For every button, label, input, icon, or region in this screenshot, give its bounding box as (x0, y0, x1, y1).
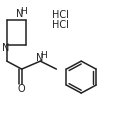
Text: N: N (36, 53, 43, 63)
Text: N: N (1, 43, 9, 53)
Text: H: H (20, 7, 27, 16)
Text: HCl: HCl (52, 10, 69, 20)
Text: HCl: HCl (52, 19, 69, 29)
Text: N: N (16, 9, 23, 19)
Text: H: H (40, 51, 47, 59)
Text: O: O (18, 83, 26, 93)
